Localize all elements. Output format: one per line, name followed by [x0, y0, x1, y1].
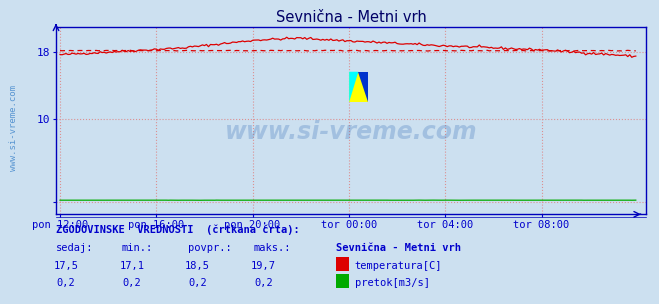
Text: www.si-vreme.com: www.si-vreme.com	[225, 120, 477, 144]
Text: 0,2: 0,2	[188, 278, 207, 288]
Text: www.si-vreme.com: www.si-vreme.com	[9, 85, 18, 171]
Text: 0,2: 0,2	[57, 278, 75, 288]
Text: 19,7: 19,7	[251, 261, 276, 271]
Text: 17,5: 17,5	[53, 261, 78, 271]
Text: 18,5: 18,5	[185, 261, 210, 271]
Text: ZGODOVINSKE  VREDNOSTI  (črtkana črta):: ZGODOVINSKE VREDNOSTI (črtkana črta):	[56, 224, 300, 235]
Text: min.:: min.:	[122, 243, 153, 253]
Text: temperatura[C]: temperatura[C]	[355, 261, 442, 271]
Text: Sevnična - Metni vrh: Sevnična - Metni vrh	[336, 243, 461, 253]
Text: sedaj:: sedaj:	[56, 243, 94, 253]
Text: pretok[m3/s]: pretok[m3/s]	[355, 278, 430, 288]
Text: maks.:: maks.:	[254, 243, 291, 253]
Text: 0,2: 0,2	[254, 278, 273, 288]
Text: povpr.:: povpr.:	[188, 243, 231, 253]
Text: 0,2: 0,2	[123, 278, 141, 288]
Title: Sevnična - Metni vrh: Sevnična - Metni vrh	[275, 10, 426, 25]
Text: 17,1: 17,1	[119, 261, 144, 271]
